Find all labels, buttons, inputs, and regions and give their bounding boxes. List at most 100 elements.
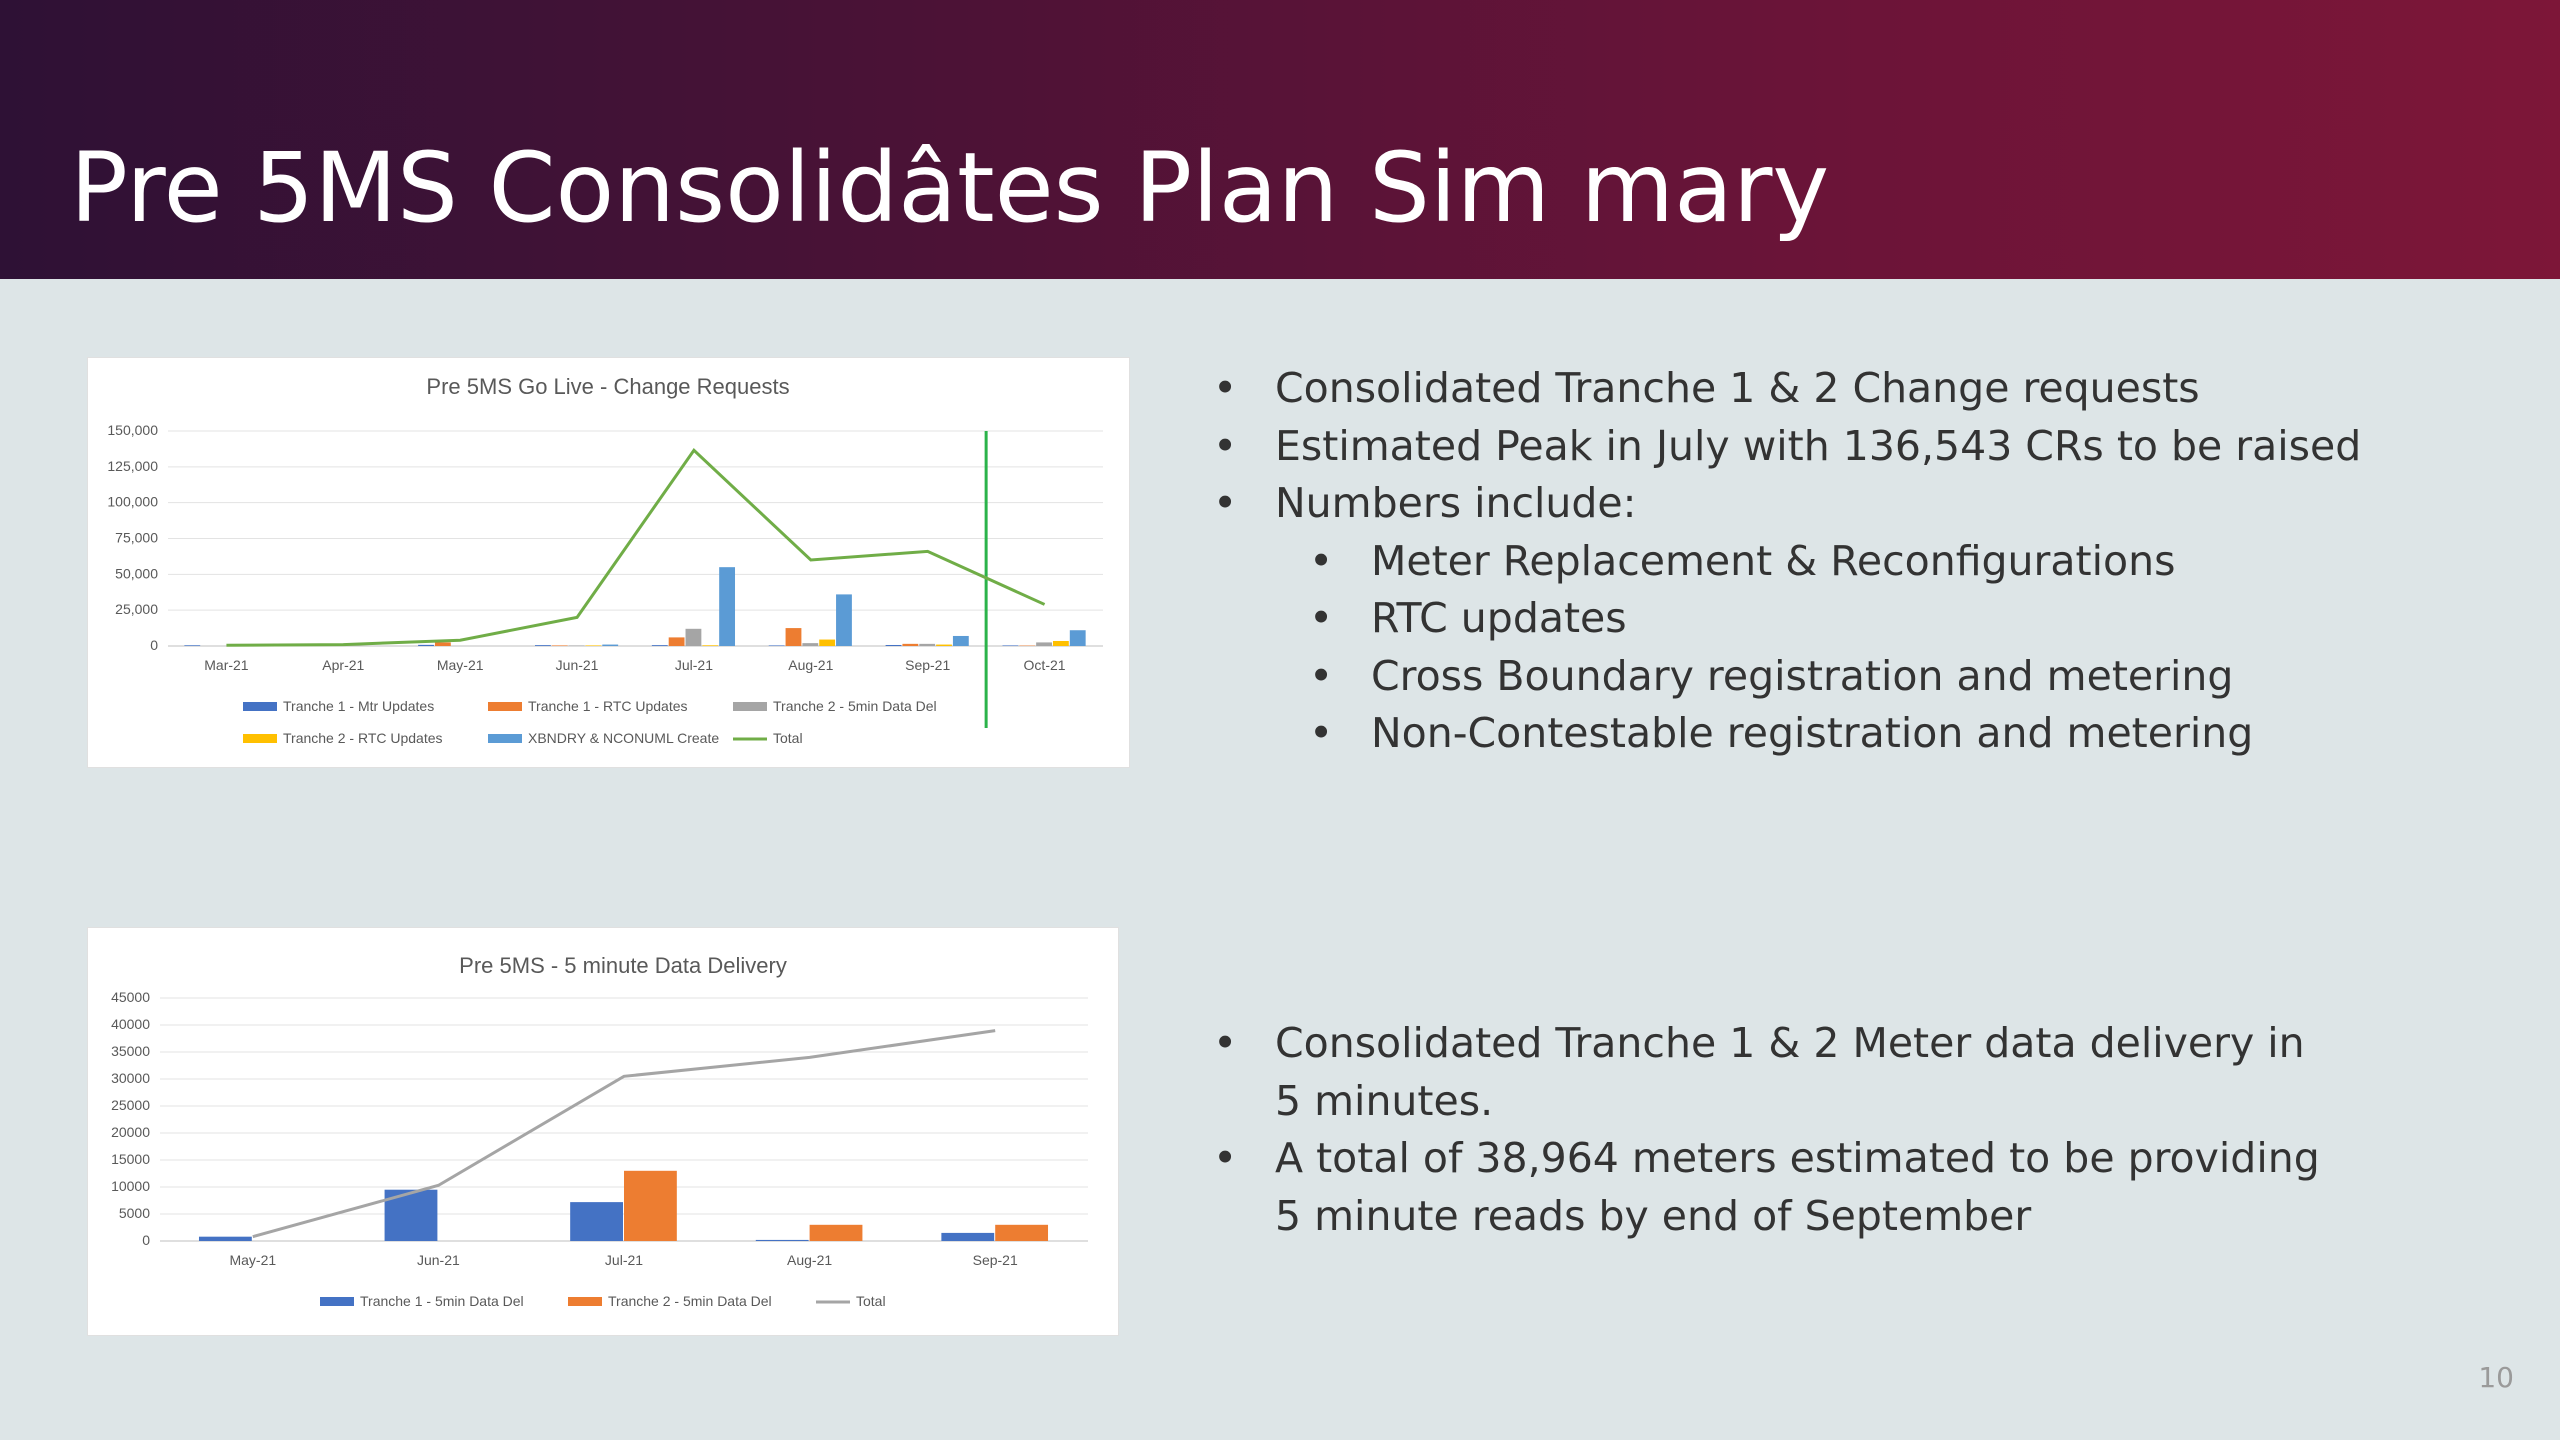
bar <box>995 1224 1049 1241</box>
bar <box>719 567 736 646</box>
bullet-item: Consolidated Tranche 1 & 2 Change reques… <box>1213 360 2361 418</box>
bar <box>585 645 602 646</box>
bar <box>418 644 434 646</box>
y-tick-label: 50,000 <box>115 565 158 581</box>
legend-swatch <box>243 734 277 743</box>
bar <box>602 644 619 646</box>
legend-label: Tranche 2 - RTC Updates <box>283 730 443 746</box>
chart-title: Pre 5MS - 5 minute Data Delivery <box>459 953 787 978</box>
bullets-bottom: Consolidated Tranche 1 & 2 Meter data de… <box>1213 1015 2320 1245</box>
legend-swatch <box>568 1297 602 1306</box>
bar <box>702 645 719 646</box>
bar <box>885 644 902 646</box>
x-tick-label: Jun-21 <box>556 657 599 673</box>
legend-label: Total <box>856 1293 886 1309</box>
bar <box>936 644 952 646</box>
legend-label: Tranche 2 - 5min Data Del <box>773 698 937 714</box>
legend-label: Tranche 1 - 5min Data Del <box>360 1293 524 1309</box>
sub-bullet-item: Non-Contestable registration and meterin… <box>1213 705 2361 763</box>
x-tick-label: May-21 <box>229 1252 276 1268</box>
bar <box>1069 630 1086 646</box>
bar <box>902 643 919 646</box>
bar <box>768 645 785 646</box>
y-tick-label: 20000 <box>111 1124 150 1140</box>
x-tick-label: Jul-21 <box>605 1252 643 1268</box>
chart-title: Pre 5MS Go Live - Change Requests <box>426 374 789 399</box>
bullet-item: Numbers include: <box>1213 475 2361 533</box>
legend-swatch <box>243 702 277 711</box>
legend-label: Total <box>773 730 803 746</box>
bar <box>755 1239 809 1241</box>
bar <box>434 642 451 646</box>
sub-bullet-item: Cross Boundary registration and metering <box>1213 648 2361 706</box>
bar <box>668 637 685 646</box>
y-tick-label: 30000 <box>111 1070 150 1086</box>
legend-swatch <box>488 702 522 711</box>
bullet-item: A total of 38,964 meters estimated to be… <box>1213 1130 2320 1188</box>
legend-swatch <box>488 734 522 743</box>
bar <box>1036 642 1052 646</box>
legend-swatch <box>320 1297 354 1306</box>
bar <box>184 645 201 646</box>
bar <box>836 594 852 646</box>
y-tick-label: 125,000 <box>107 458 158 474</box>
bar <box>685 628 702 646</box>
y-tick-label: 75,000 <box>115 530 158 546</box>
legend-label: Tranche 1 - Mtr Updates <box>283 698 434 714</box>
bar <box>1002 645 1019 646</box>
legend-label: XBNDRY & NCONUML Create <box>528 730 719 746</box>
y-tick-label: 40000 <box>111 1016 150 1032</box>
bullet-list-bottom: Consolidated Tranche 1 & 2 Meter data de… <box>1213 1015 2320 1245</box>
x-tick-label: Oct-21 <box>1024 657 1066 673</box>
legend-swatch <box>733 702 767 711</box>
bar <box>534 645 551 646</box>
x-tick-label: Sep-21 <box>973 1252 1018 1268</box>
y-tick-label: 15000 <box>111 1151 150 1167</box>
bullet-continuation: 5 minute reads by end of September <box>1275 1191 2032 1240</box>
sub-bullet-item: Meter Replacement & Reconfigurations <box>1213 533 2361 591</box>
bar <box>570 1202 623 1241</box>
series-line <box>252 1029 996 1239</box>
y-tick-label: 5000 <box>119 1205 150 1221</box>
bar <box>551 645 568 646</box>
sub-bullet-item: RTC updates <box>1213 590 2361 648</box>
data-delivery-chart-svg: Pre 5MS - 5 minute Data Delivery 0 5000 100… <box>111 953 1088 1309</box>
x-tick-label: Sep-21 <box>905 657 950 673</box>
bullet-continuation: 5 minutes. <box>1275 1076 1494 1125</box>
title-bar: Pre 5MS Consolidâtes Plan Sim mary <box>0 0 2560 279</box>
change-requests-chart: Pre 5MS Go Live - Change Requests 0 25,000… <box>87 357 1130 768</box>
x-tick-label: Apr-21 <box>322 657 364 673</box>
bullets-top: Consolidated Tranche 1 & 2 Change reques… <box>1213 360 2361 763</box>
bar <box>919 643 936 646</box>
x-tick-label: Mar-21 <box>204 657 249 673</box>
bar <box>624 1170 677 1241</box>
x-tick-label: Jun-21 <box>417 1252 460 1268</box>
bullet-list-top: Consolidated Tranche 1 & 2 Change reques… <box>1213 360 2361 763</box>
y-tick-label: 100,000 <box>107 494 158 510</box>
y-tick-label: 35000 <box>111 1043 150 1059</box>
bar <box>802 643 819 646</box>
y-tick-label: 45000 <box>111 989 150 1005</box>
bar <box>568 645 585 646</box>
change-requests-chart-svg: Pre 5MS Go Live - Change Requests 0 25,000… <box>107 374 1103 746</box>
y-tick-label: 150,000 <box>107 422 158 438</box>
bar <box>819 639 836 646</box>
bar <box>952 635 969 646</box>
y-tick-label: 25,000 <box>115 601 158 617</box>
legend-label: Tranche 1 - RTC Updates <box>528 698 688 714</box>
bullet-item: Consolidated Tranche 1 & 2 Meter data de… <box>1213 1015 2320 1073</box>
x-tick-label: Jul-21 <box>675 657 713 673</box>
x-tick-label: May-21 <box>437 657 484 673</box>
bar <box>198 1236 252 1241</box>
legend-label: Tranche 2 - 5min Data Del <box>608 1293 772 1309</box>
bullet-item: Estimated Peak in July with 136,543 CRs … <box>1213 418 2361 476</box>
y-tick-label: 25000 <box>111 1097 150 1113</box>
bar <box>651 645 668 646</box>
x-tick-label: Aug-21 <box>787 1252 832 1268</box>
data-delivery-chart: Pre 5MS - 5 minute Data Delivery 0 5000 100… <box>87 927 1119 1336</box>
y-tick-label: 10000 <box>111 1178 150 1194</box>
x-tick-label: Aug-21 <box>788 657 833 673</box>
bar <box>941 1232 995 1241</box>
bar <box>1052 640 1069 646</box>
series-line <box>226 448 1046 647</box>
